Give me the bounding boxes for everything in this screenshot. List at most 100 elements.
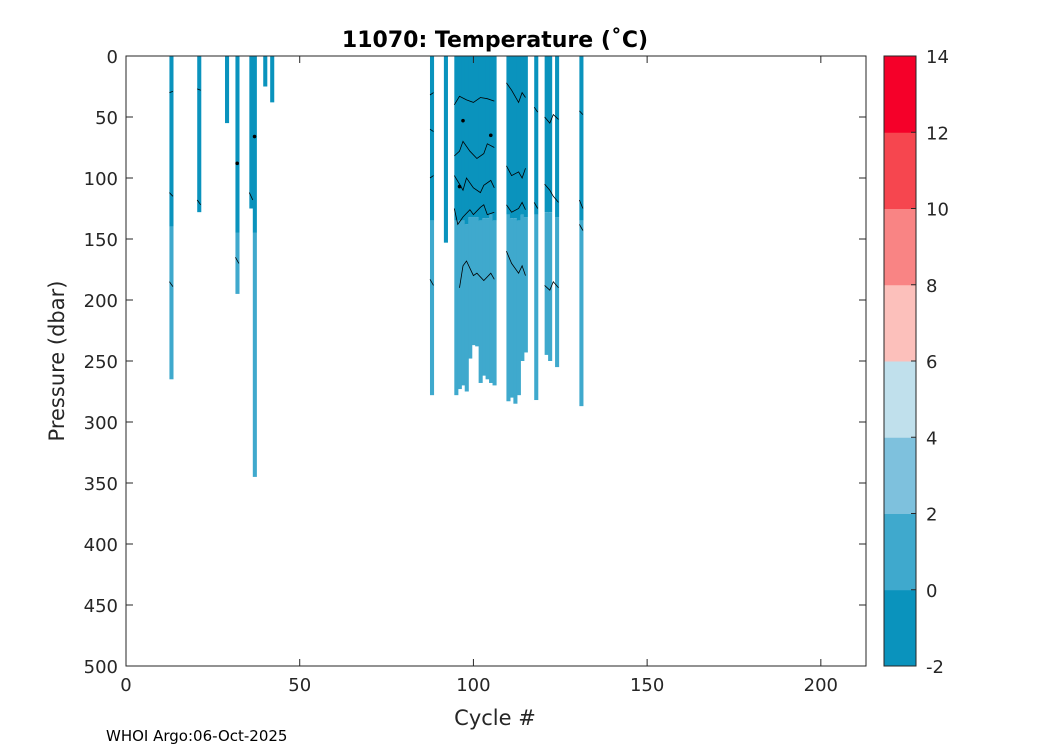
contour-line: [506, 251, 526, 276]
colorbar-tick-label: 14: [926, 47, 949, 68]
y-tick-label: 400: [84, 535, 118, 556]
profile-column-36: [249, 56, 254, 209]
profile-cold-segment: [555, 56, 560, 218]
profile-cold-segment: [548, 56, 553, 213]
x-tick-label: 200: [804, 675, 838, 696]
profile-cold-segment: [270, 56, 275, 103]
contour-line: [197, 88, 201, 91]
profile-warm-segment: [235, 232, 240, 294]
profile-column-21: [197, 56, 202, 213]
profile-cold-segment: [579, 56, 584, 221]
profile-column-122: [548, 56, 553, 361]
contour-line: [248, 192, 254, 201]
contour-line: [453, 95, 495, 106]
contour-line: [453, 204, 495, 226]
x-axis: 0 50 100 150 200: [120, 56, 838, 696]
profile-cold-segment: [534, 56, 539, 215]
profile-cold-segment: [471, 56, 476, 218]
contour-point: [252, 134, 257, 139]
colorbar-tick-label: 6: [926, 352, 937, 373]
profile-warm-segment: [579, 220, 584, 407]
profile-column-95: [454, 56, 459, 396]
contour-line: [506, 82, 526, 104]
profile-cold-segment: [225, 56, 230, 124]
profile-cold-segment: [197, 56, 202, 213]
profile-cold-segment: [429, 56, 435, 221]
x-axis-label: Cycle #: [454, 706, 536, 730]
profile-columns: [169, 56, 584, 477]
y-tick-label: 350: [84, 474, 118, 495]
contour-line: [429, 128, 434, 132]
profile-warm-segment: [471, 217, 476, 346]
profile-column-92: [443, 56, 448, 243]
profile-cold-segment: [523, 56, 528, 218]
y-tick-label: 100: [84, 169, 118, 190]
profile-warm-segment: [464, 224, 469, 392]
colorbar-swatch: [884, 589, 916, 667]
y-tick-label: 500: [84, 657, 118, 678]
profile-cold-segment: [235, 56, 240, 233]
colorbar-tick-label: 4: [926, 428, 937, 449]
profile-column-99: [468, 56, 473, 359]
profile-column-37: [252, 56, 257, 477]
profile-column-96: [457, 56, 462, 390]
profile-column-118: [534, 56, 539, 401]
y-tick-label: 450: [84, 596, 118, 617]
contour-line: [544, 183, 559, 203]
profile-warm-segment: [457, 220, 462, 390]
profile-column-100: [471, 56, 476, 346]
y-tick-label: 250: [84, 352, 118, 373]
contour-line: [533, 202, 539, 209]
contour-line: [169, 281, 174, 287]
x-tick-label: 100: [456, 675, 490, 696]
contour-line: [235, 257, 240, 264]
contour-line: [169, 192, 174, 197]
profile-warm-segment: [513, 218, 518, 404]
contour-line: [579, 110, 584, 115]
profile-warm-segment: [534, 214, 539, 401]
profile-column-98: [464, 56, 469, 392]
contour-line: [454, 140, 495, 160]
chart-title: 11070: Temperature (˚C): [342, 28, 648, 53]
profile-column-32: [235, 56, 240, 294]
profile-column-113: [516, 56, 521, 396]
profile-warm-segment: [454, 220, 459, 396]
profile-column-101: [475, 56, 480, 347]
y-axis-label: Pressure (dbar): [45, 281, 69, 442]
profile-cold-segment: [249, 56, 254, 209]
x-tick-label: 150: [630, 675, 664, 696]
contour-lines: [169, 82, 584, 291]
x-tick-label: 0: [120, 675, 131, 696]
profile-column-110: [506, 56, 511, 402]
profile-column-88: [429, 56, 435, 396]
contour-line: [429, 279, 434, 286]
profile-warm-segment: [516, 220, 521, 396]
contour-line: [506, 201, 526, 213]
profile-cold-segment: [544, 56, 549, 213]
profile-cold-segment: [263, 56, 268, 87]
profile-cold-segment: [482, 56, 487, 219]
profile-column-131: [579, 56, 584, 407]
y-axis: 0 50 100 150 200 250 300 350 400 450 500: [84, 47, 866, 678]
y-tick-label: 200: [84, 291, 118, 312]
contour-line: [579, 224, 584, 231]
profile-warm-segment: [555, 217, 560, 368]
contour-line: [533, 106, 539, 113]
profile-warm-segment: [548, 212, 553, 361]
profile-column-114: [520, 56, 525, 361]
profile-warm-segment: [468, 217, 473, 359]
profile-warm-segment: [169, 226, 174, 380]
profile-cold-segment: [485, 56, 490, 219]
profile-warm-segment: [429, 220, 435, 396]
profile-column-13: [169, 56, 174, 380]
colorbar-swatch: [884, 56, 916, 133]
contour-line: [196, 199, 202, 206]
profile-cold-segment: [509, 56, 514, 219]
profile-warm-segment: [485, 218, 490, 380]
profile-column-104: [485, 56, 490, 380]
profile-cold-segment: [461, 56, 466, 221]
colorbar-swatch: [884, 284, 916, 362]
contour-line: [429, 92, 434, 96]
profile-cold-segment: [478, 56, 483, 221]
